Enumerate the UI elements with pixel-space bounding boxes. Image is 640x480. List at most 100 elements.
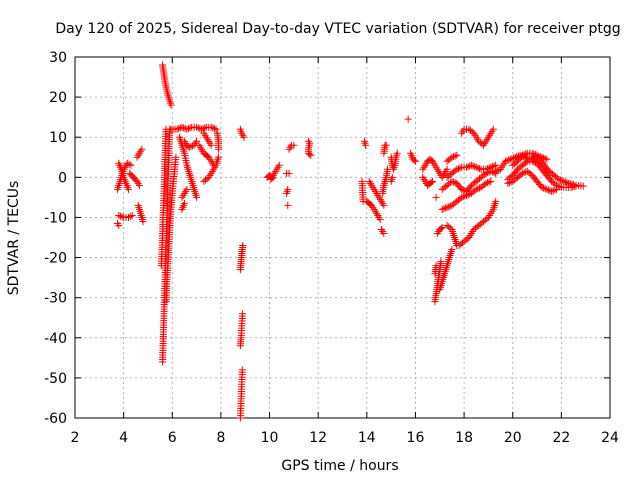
y-tick-label: -60 xyxy=(44,411,67,427)
data-point xyxy=(453,165,461,173)
data-point xyxy=(214,145,222,153)
data-point xyxy=(563,179,571,187)
data-point xyxy=(180,199,188,207)
data-point xyxy=(451,152,459,160)
data-point xyxy=(380,229,388,237)
data-point xyxy=(193,193,201,201)
x-tick-label: 24 xyxy=(601,430,619,446)
data-point xyxy=(504,179,512,187)
x-tick-label: 18 xyxy=(455,430,473,446)
data-point xyxy=(461,192,469,200)
data-point xyxy=(115,211,123,219)
data-point xyxy=(546,176,554,184)
data-point xyxy=(544,186,552,194)
data-point xyxy=(463,235,471,243)
data-point xyxy=(193,123,201,131)
data-point xyxy=(388,173,396,181)
data-point xyxy=(240,133,248,141)
data-point xyxy=(135,181,143,189)
data-point xyxy=(410,156,418,164)
data-point xyxy=(484,165,492,173)
data-point xyxy=(126,212,134,220)
data-point xyxy=(463,191,471,199)
data-point xyxy=(207,123,215,131)
data-point xyxy=(443,203,451,211)
data-point xyxy=(210,161,218,169)
data-point xyxy=(453,151,461,159)
data-point xyxy=(541,155,549,163)
data-point xyxy=(544,166,552,174)
data-point xyxy=(437,258,445,266)
data-point xyxy=(437,224,445,232)
data-point xyxy=(448,153,456,161)
data-point xyxy=(482,165,490,173)
data-point xyxy=(512,167,520,175)
data-point xyxy=(505,179,513,187)
data-point xyxy=(474,164,482,172)
data-point xyxy=(441,204,449,212)
data-point xyxy=(522,168,530,176)
data-point xyxy=(487,177,495,185)
data-point xyxy=(487,163,495,171)
data-point xyxy=(194,124,202,132)
data-point xyxy=(239,310,247,318)
data-point xyxy=(549,187,557,195)
data-point xyxy=(471,163,479,171)
data-point xyxy=(511,153,519,161)
plot-frame xyxy=(74,56,611,419)
data-point xyxy=(428,177,436,185)
data-point xyxy=(508,155,516,163)
x-tick-label: 22 xyxy=(552,430,570,446)
data-point xyxy=(448,246,456,254)
data-point xyxy=(306,150,314,158)
data-point xyxy=(173,125,181,133)
data-point xyxy=(116,212,124,220)
x-tick-label: 4 xyxy=(119,430,128,446)
data-point xyxy=(503,157,511,165)
data-point xyxy=(448,177,456,185)
data-point xyxy=(187,143,195,151)
data-point xyxy=(474,185,482,193)
data-point xyxy=(492,197,500,205)
data-point xyxy=(551,186,559,194)
data-point xyxy=(362,141,370,149)
data-point xyxy=(538,153,546,161)
x-axis-label: GPS time / hours xyxy=(281,458,398,474)
data-point xyxy=(468,128,476,136)
data-point xyxy=(485,178,493,186)
data-point xyxy=(528,157,536,165)
data-point xyxy=(472,185,480,193)
data-point xyxy=(518,169,526,177)
data-point xyxy=(197,125,205,133)
data-point xyxy=(484,179,492,187)
data-point xyxy=(501,157,509,165)
data-point xyxy=(214,153,222,161)
y-tick-label: 20 xyxy=(49,90,67,106)
data-point xyxy=(183,185,191,193)
data-point xyxy=(380,201,388,209)
data-point xyxy=(463,163,471,171)
data-point xyxy=(199,125,207,133)
data-point xyxy=(193,137,201,145)
data-point xyxy=(185,143,193,151)
data-point xyxy=(535,152,543,160)
data-point xyxy=(285,169,293,177)
data-point xyxy=(536,153,544,161)
y-tick-label: 30 xyxy=(49,50,67,66)
data-point xyxy=(530,150,538,158)
data-point xyxy=(512,159,520,167)
data-point xyxy=(493,167,501,175)
data-point xyxy=(450,153,458,161)
data-point xyxy=(469,162,477,170)
data-point xyxy=(440,205,448,213)
data-point xyxy=(411,157,419,165)
data-point xyxy=(382,141,390,149)
data-point xyxy=(443,165,451,173)
data-point xyxy=(572,182,580,190)
data-point xyxy=(458,193,466,201)
data-point xyxy=(445,203,453,211)
data-point xyxy=(553,185,560,193)
data-point xyxy=(557,176,565,184)
data-point xyxy=(560,177,568,185)
